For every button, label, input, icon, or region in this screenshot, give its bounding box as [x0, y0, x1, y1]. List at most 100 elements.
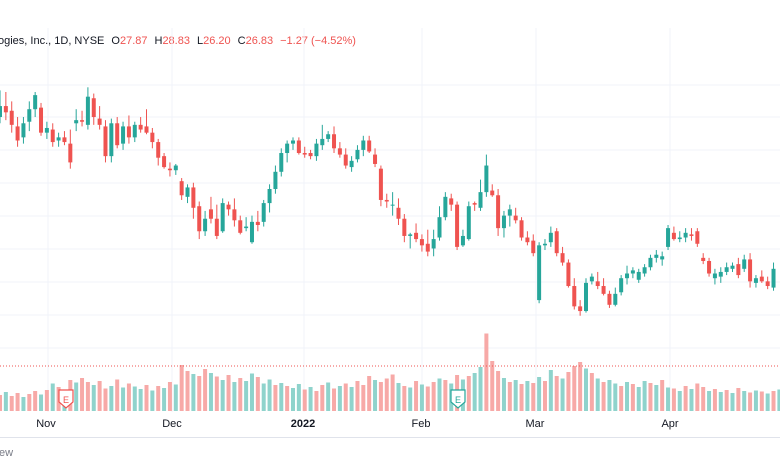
symbol-label[interactable]: ogies, Inc., 1D, NYSE [0, 35, 105, 47]
volume-bar [419, 384, 424, 411]
candle-body [121, 126, 126, 144]
volume-bar [103, 388, 108, 411]
volume-bar [425, 386, 430, 411]
volume-bar [126, 383, 131, 411]
volume-bar [326, 382, 331, 411]
candle-body [742, 259, 747, 269]
candle-body [689, 234, 694, 236]
candle-body [197, 206, 202, 232]
candle-body [285, 143, 290, 154]
volume-bar [490, 361, 495, 411]
volume-bar [648, 383, 653, 411]
candle-body [279, 153, 284, 172]
volume-bar [349, 387, 354, 411]
candle-body [302, 153, 307, 155]
candle-body [291, 140, 295, 144]
volume-bar [332, 388, 337, 411]
volume-bar [466, 376, 471, 411]
volume-bar [85, 382, 90, 411]
candle-body [765, 281, 770, 287]
volume-bar [384, 378, 389, 411]
volume-bar [97, 381, 102, 411]
candle-body [619, 278, 624, 293]
volume-bar [343, 383, 348, 411]
candle-body [126, 126, 131, 138]
volume-bar [15, 393, 20, 411]
candle-body [74, 120, 79, 124]
volume-bar [337, 386, 342, 411]
volume-bar [554, 376, 559, 411]
candle-body [695, 231, 700, 244]
candle-body [249, 221, 254, 243]
x-tick-label: Mar [525, 418, 545, 430]
earnings-marker-shape [58, 389, 74, 409]
candle-body [712, 273, 717, 279]
candle-body [748, 259, 753, 282]
earnings-marker[interactable]: E [450, 389, 466, 409]
volume-bar [308, 387, 313, 411]
volume-bar [173, 384, 178, 411]
volume-bar [548, 370, 553, 411]
candle-body [308, 153, 313, 157]
volume-bar [396, 383, 401, 411]
volume-bar [279, 383, 284, 411]
candle-body [607, 293, 612, 305]
volume-bar [531, 383, 536, 411]
volume-bar [589, 373, 594, 411]
candle-body [431, 239, 436, 249]
volume-bar [314, 391, 319, 411]
candle-body [226, 204, 231, 210]
candle-body [484, 165, 489, 193]
candle-body [109, 123, 114, 157]
volume-bar [408, 387, 413, 411]
candle-body [62, 137, 67, 143]
candle-body [138, 124, 143, 130]
volume-bar [759, 391, 764, 411]
candle-body [490, 190, 495, 196]
volume-bar [642, 381, 647, 411]
candle-body [654, 254, 659, 258]
footer-label[interactable]: ew [0, 447, 14, 459]
volume-bar [431, 382, 436, 411]
candle-body [419, 239, 424, 246]
volume-bar [21, 397, 26, 411]
candle-body [455, 204, 460, 247]
candle-body [759, 276, 764, 282]
volume-bar [144, 385, 149, 411]
volume-bar [636, 387, 641, 411]
candle-body [361, 140, 366, 150]
candle-body [255, 221, 260, 225]
earnings-marker[interactable]: E [58, 389, 74, 409]
candle-body [724, 267, 729, 272]
volume-bar [701, 387, 706, 411]
volume-bar [50, 383, 55, 411]
volume-bar [671, 388, 676, 411]
volume-bar [91, 385, 96, 411]
candle-body [578, 306, 583, 312]
volume-bar [742, 391, 747, 411]
volume-bar [162, 388, 167, 411]
volume-bar [537, 377, 542, 411]
volume-bar [44, 390, 49, 411]
volume-bar [296, 384, 301, 411]
volume-bar [378, 382, 383, 411]
candle-body [56, 137, 61, 141]
volume-bar [584, 368, 588, 411]
candle-body [460, 235, 465, 246]
volume-bar [578, 362, 583, 411]
volume-bar [232, 382, 237, 411]
candle-body [273, 171, 278, 190]
close-label: C [237, 35, 246, 47]
candle-body [167, 168, 172, 171]
volume-bar [496, 371, 501, 411]
open-label: O [111, 35, 120, 47]
volume-bar [771, 391, 776, 411]
candle-body [97, 118, 102, 125]
low-value: 26.20 [203, 35, 231, 47]
candle-body [472, 203, 477, 205]
candle-body [132, 124, 137, 138]
volume-bar [566, 372, 571, 411]
candle-body [203, 218, 208, 232]
candle-body [115, 123, 120, 146]
